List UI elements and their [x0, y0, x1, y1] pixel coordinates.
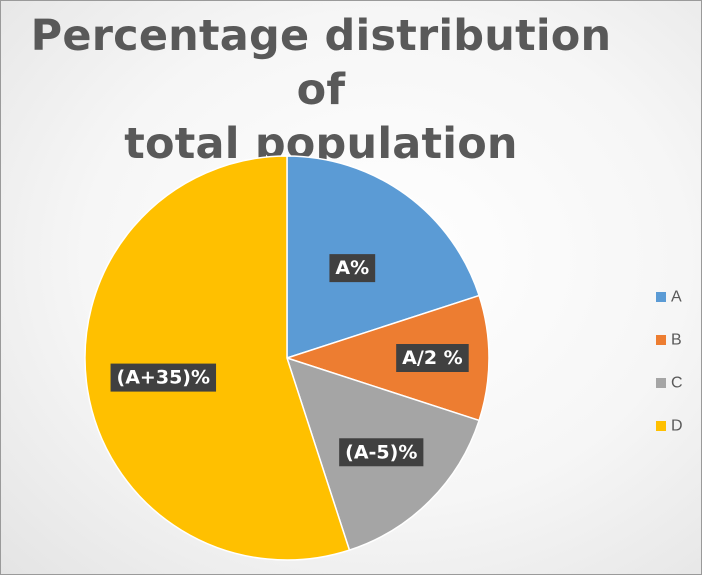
legend-label-a: A: [671, 289, 682, 306]
data-label-d: (A+35)%: [110, 363, 217, 392]
legend-label-d: D: [671, 418, 683, 435]
data-labels: A% A/2 % (A-5)% (A+35)%: [110, 254, 469, 467]
data-label-b: A/2 %: [396, 344, 469, 372]
pie-slice-d: [84, 155, 351, 561]
legend-item-d: D: [656, 418, 683, 435]
svg-text:A/2 %: A/2 %: [402, 347, 463, 369]
legend-label-b: B: [671, 332, 682, 349]
legend-swatch-a: [656, 292, 666, 302]
data-label-c: (A-5)%: [339, 438, 424, 467]
pie-slice-b: [284, 294, 490, 422]
legend-item-c: C: [656, 375, 683, 392]
legend-label-c: C: [671, 375, 683, 392]
chart-title: Percentage distribution of total populati…: [30, 11, 612, 169]
legend-swatch-c: [656, 378, 666, 388]
svg-text:(A-5)%: (A-5)%: [345, 441, 417, 463]
legend-item-b: B: [656, 332, 682, 349]
data-label-a: A%: [329, 254, 376, 283]
svg-text:(A+35)%: (A+35)%: [117, 367, 210, 389]
svg-text:A%: A%: [335, 257, 369, 279]
legend-swatch-d: [656, 421, 666, 431]
pie-slice-a: [286, 155, 481, 360]
legend-swatch-b: [656, 335, 666, 345]
legend-item-a: A: [656, 289, 682, 306]
legend: A B C D: [656, 289, 683, 435]
